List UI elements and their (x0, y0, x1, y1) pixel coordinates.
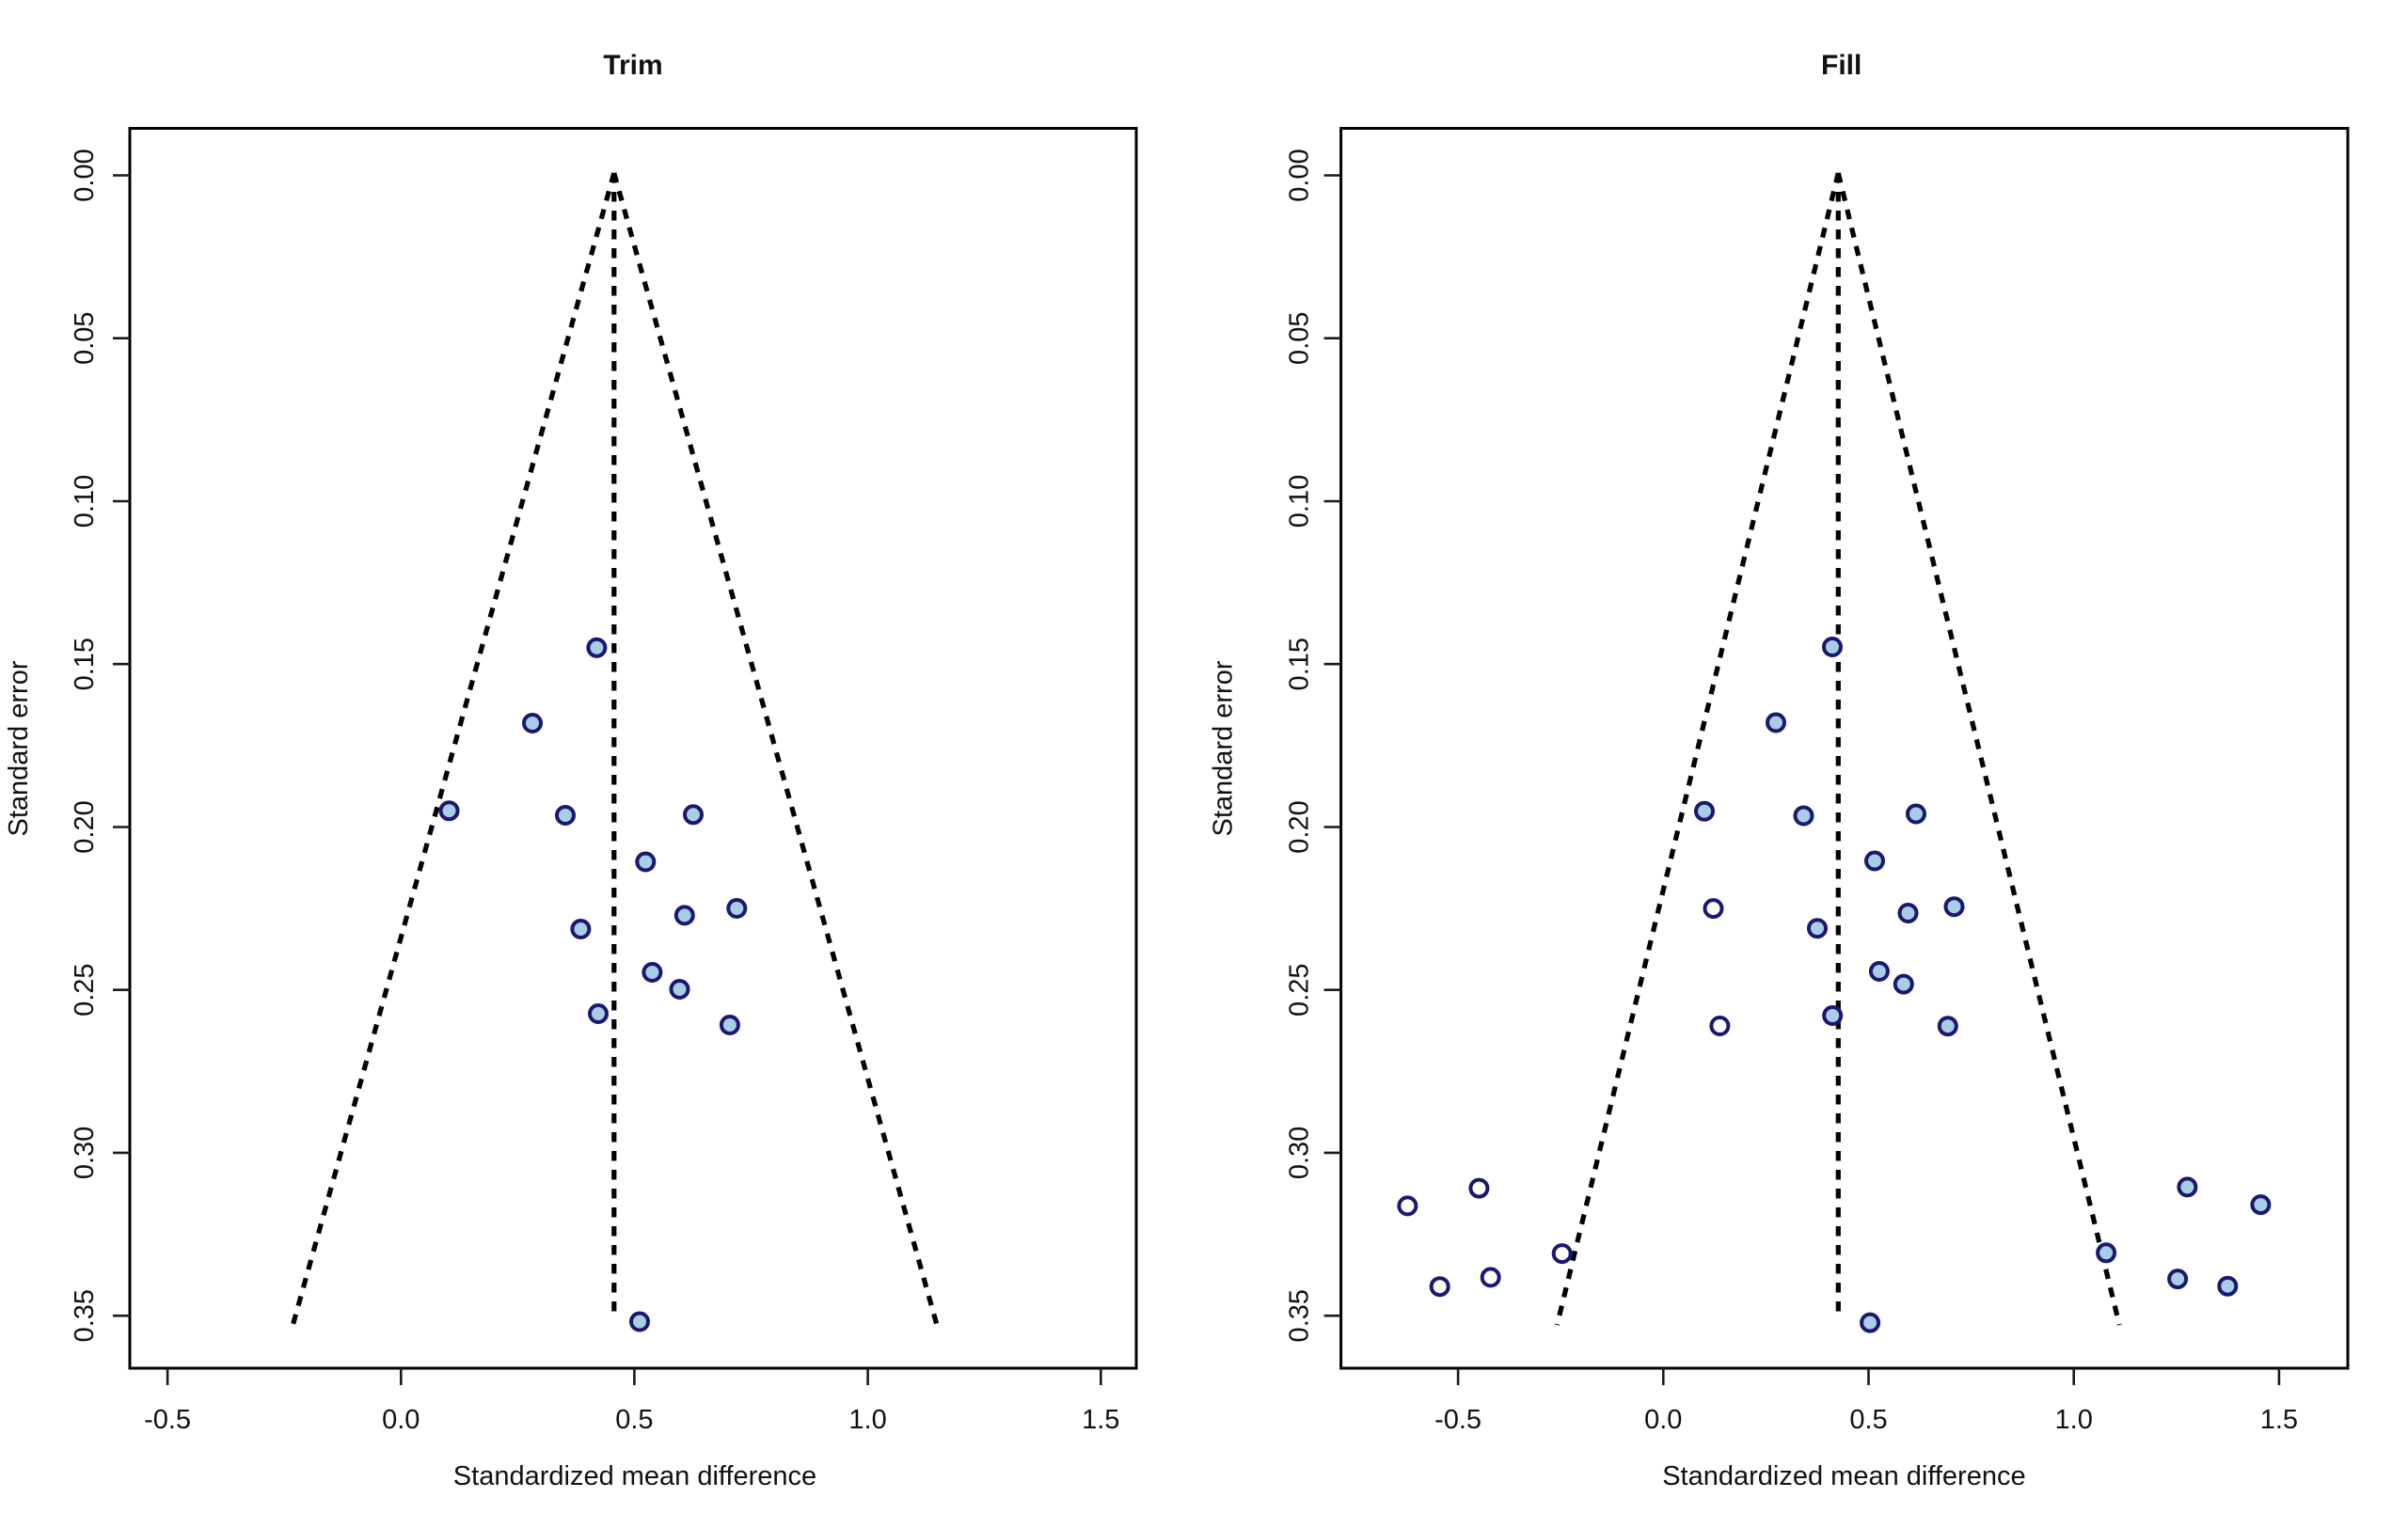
svg-text:0.15: 0.15 (1285, 638, 1315, 690)
svg-text:0.10: 0.10 (1285, 475, 1315, 528)
svg-text:0.05: 0.05 (1285, 311, 1315, 364)
svg-text:1.5: 1.5 (2260, 1405, 2298, 1435)
svg-text:0.0: 0.0 (1644, 1405, 1682, 1435)
svg-text:Standardized mean difference: Standardized mean difference (1662, 1461, 2025, 1491)
svg-text:-0.5: -0.5 (144, 1405, 191, 1435)
svg-text:0.35: 0.35 (1285, 1289, 1315, 1342)
svg-text:0.05: 0.05 (70, 311, 100, 364)
svg-text:0.30: 0.30 (1285, 1127, 1315, 1179)
svg-text:1.0: 1.0 (2055, 1405, 2093, 1435)
svg-text:0.5: 0.5 (615, 1405, 653, 1435)
svg-text:1.0: 1.0 (848, 1405, 886, 1435)
svg-text:-0.5: -0.5 (1434, 1405, 1481, 1435)
svg-text:Standard error: Standard error (1209, 660, 1239, 836)
svg-text:0.00: 0.00 (70, 149, 100, 201)
svg-text:0.10: 0.10 (70, 475, 100, 528)
svg-text:Trim: Trim (603, 50, 662, 81)
svg-text:0.25: 0.25 (1285, 963, 1315, 1016)
svg-text:0.5: 0.5 (1849, 1405, 1887, 1435)
svg-text:0.20: 0.20 (70, 800, 100, 853)
svg-text:Standard error: Standard error (4, 660, 34, 836)
svg-text:0.20: 0.20 (1285, 800, 1315, 853)
svg-text:0.00: 0.00 (1285, 149, 1315, 201)
svg-text:Standardized mean difference: Standardized mean difference (453, 1461, 816, 1491)
svg-text:0.0: 0.0 (382, 1405, 420, 1435)
svg-text:1.5: 1.5 (1082, 1405, 1119, 1435)
svg-text:0.15: 0.15 (70, 638, 100, 690)
svg-text:Fill: Fill (1821, 50, 1861, 81)
svg-text:0.30: 0.30 (70, 1127, 100, 1179)
svg-text:0.35: 0.35 (70, 1289, 100, 1342)
svg-text:0.25: 0.25 (70, 963, 100, 1016)
